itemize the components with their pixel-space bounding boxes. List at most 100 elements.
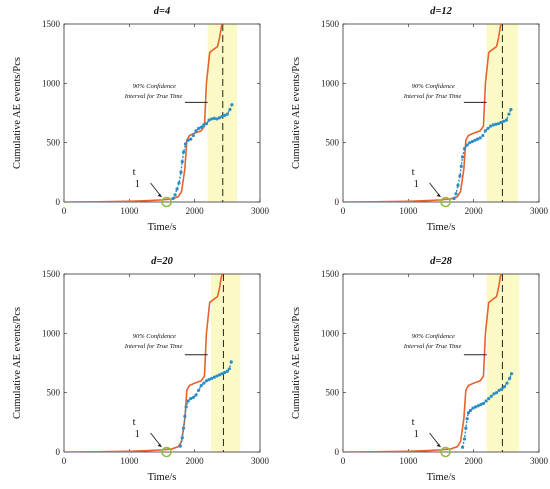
panel-title: d=20 xyxy=(151,256,173,267)
data-point xyxy=(217,116,222,120)
data-point xyxy=(171,196,175,201)
data-point xyxy=(489,124,493,128)
y-tick-label: 1000 xyxy=(321,78,340,88)
data-point xyxy=(481,401,486,405)
data-point xyxy=(509,372,514,376)
chart-panel-3: 0 1000 2000 3000 0 500 1000 1500 d=20 Time/s Cumul… xyxy=(12,256,270,483)
data-point xyxy=(225,369,229,373)
data-point xyxy=(473,138,477,142)
x-axis-label: Time/s xyxy=(148,472,177,483)
data-point xyxy=(194,393,198,397)
onset-marker xyxy=(161,446,172,458)
data-point xyxy=(479,402,483,407)
data-point xyxy=(471,406,475,410)
data-point xyxy=(468,408,472,413)
x-tick-label: 2000 xyxy=(465,456,484,466)
plot-area xyxy=(64,274,233,452)
data-point xyxy=(181,426,186,430)
onset-label-subscript: 1 xyxy=(414,179,419,190)
data-point xyxy=(180,160,184,164)
onset-arrowhead xyxy=(157,193,162,197)
data-point xyxy=(492,392,496,396)
data-point xyxy=(189,397,193,401)
x-tick-label: 0 xyxy=(62,206,67,216)
x-tick-label: 2000 xyxy=(186,456,205,466)
onset-label-t: t xyxy=(133,417,136,428)
data-point xyxy=(199,125,203,129)
data-point xyxy=(184,405,188,409)
onset-marker xyxy=(440,446,451,458)
y-tick-label: 0 xyxy=(335,447,340,457)
data-point xyxy=(220,114,224,119)
data-point xyxy=(210,376,214,381)
annotation-line-2: Interval for True Time xyxy=(124,343,183,350)
plot-area xyxy=(343,24,513,202)
data-point xyxy=(460,445,465,449)
data-point xyxy=(499,120,503,125)
data-point xyxy=(497,388,501,392)
data-point xyxy=(459,164,463,168)
data-point xyxy=(491,123,495,127)
x-axis-label: Time/s xyxy=(148,222,177,233)
data-point xyxy=(502,119,506,123)
data-point xyxy=(496,122,501,126)
data-point xyxy=(481,133,485,138)
data-point xyxy=(470,139,474,144)
data-point xyxy=(468,141,472,145)
data-point xyxy=(466,411,471,415)
data-point xyxy=(494,391,499,395)
data-point xyxy=(474,405,478,409)
plot-area xyxy=(64,24,234,202)
chart-panel-4: 0 1000 2000 3000 0 500 1000 1500 d=28 Time/s Cumul… xyxy=(291,256,549,483)
cumulative-curve xyxy=(343,274,503,452)
y-tick-label: 500 xyxy=(326,388,340,398)
data-point xyxy=(183,142,188,146)
y-tick-label: 1500 xyxy=(321,269,340,279)
data-point xyxy=(178,444,182,448)
annotation-line-1: 90% Confidence xyxy=(412,83,455,90)
data-point xyxy=(220,372,224,376)
data-point xyxy=(507,112,511,116)
x-tick-label: 1000 xyxy=(120,206,139,216)
data-point xyxy=(207,118,211,122)
annotation-line-2: Interval for True Time xyxy=(403,93,462,100)
data-point xyxy=(505,381,509,385)
data-point xyxy=(186,399,190,403)
data-point xyxy=(225,112,229,116)
data-point xyxy=(180,436,184,440)
y-tick-label: 500 xyxy=(47,388,61,398)
x-tick-label: 1000 xyxy=(399,206,418,216)
data-point xyxy=(173,193,177,197)
cumulative-curve xyxy=(64,24,223,202)
data-point xyxy=(462,147,467,151)
y-tick-label: 1500 xyxy=(321,19,340,29)
annotation-line-2: Interval for True Time xyxy=(403,343,462,350)
y-tick-label: 0 xyxy=(335,197,340,207)
data-point xyxy=(465,417,469,421)
onset-label-subscript: 1 xyxy=(135,429,140,440)
data-point xyxy=(228,107,232,112)
data-point xyxy=(223,370,227,375)
x-tick-label: 3000 xyxy=(530,456,549,466)
annotation-line-1: 90% Confidence xyxy=(133,333,176,340)
x-tick-label: 3000 xyxy=(251,206,270,216)
y-tick-label: 1500 xyxy=(42,19,61,29)
data-point xyxy=(458,174,462,178)
data-point xyxy=(502,385,506,389)
data-point xyxy=(215,117,219,121)
x-tick-label: 1000 xyxy=(120,456,139,466)
y-axis-label: Cumulative AE events/Pcs xyxy=(291,57,302,169)
data-point xyxy=(204,379,209,383)
onset-arrowhead xyxy=(436,443,441,447)
data-point xyxy=(202,123,206,127)
data-point xyxy=(500,387,504,391)
onset-label-t: t xyxy=(412,167,415,178)
x-tick-label: 0 xyxy=(341,456,346,466)
x-axis-label: Time/s xyxy=(427,222,456,233)
data-point xyxy=(212,375,216,379)
y-tick-label: 1000 xyxy=(42,328,61,338)
y-tick-label: 0 xyxy=(56,197,61,207)
data-point xyxy=(476,404,480,408)
data-point xyxy=(179,170,183,174)
